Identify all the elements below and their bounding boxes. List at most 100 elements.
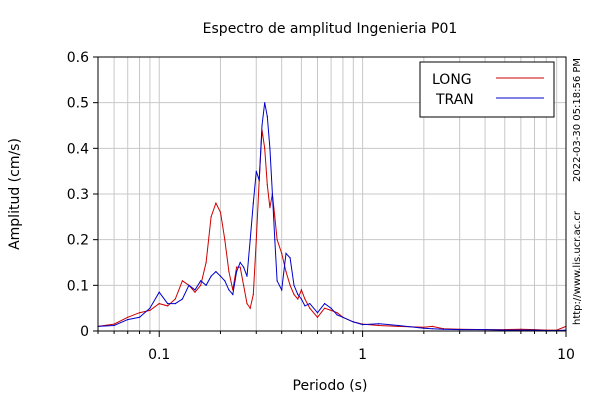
series-long-point bbox=[520, 328, 522, 330]
series-long-point bbox=[200, 284, 202, 286]
series-tran-point bbox=[246, 275, 248, 277]
series-long-point bbox=[243, 284, 245, 286]
series-layer bbox=[97, 102, 567, 332]
legend: LONG TRAN bbox=[419, 61, 555, 118]
series-long-point bbox=[309, 307, 311, 309]
series-tran-point bbox=[219, 275, 222, 277]
series-tran-point bbox=[252, 202, 254, 204]
series-long-point bbox=[138, 312, 141, 314]
series-long-point bbox=[158, 303, 160, 305]
series-tran-line bbox=[97, 102, 567, 331]
series-long-point bbox=[224, 239, 226, 241]
y-tick-label: 0.3 bbox=[67, 187, 89, 203]
series-tran-point bbox=[533, 329, 536, 331]
series-long-point bbox=[236, 266, 238, 268]
series-tran-point bbox=[289, 257, 291, 259]
series-tran-point bbox=[274, 239, 276, 241]
y-tick-label: 0.4 bbox=[67, 141, 89, 157]
series-tran-point bbox=[271, 193, 273, 195]
series-long-point bbox=[264, 147, 266, 149]
y-tick-label: 0.1 bbox=[67, 278, 89, 294]
series-tran-point bbox=[269, 147, 271, 149]
series-long-point bbox=[285, 271, 287, 273]
series-tran-point bbox=[255, 170, 257, 172]
legend-label-long: LONG bbox=[432, 72, 472, 88]
series-tran-point bbox=[297, 293, 299, 296]
series-long-point bbox=[205, 261, 207, 264]
series-tran-point bbox=[210, 275, 212, 277]
series-long-point bbox=[397, 325, 399, 327]
series-tran-point bbox=[336, 314, 338, 316]
series-tran-point bbox=[194, 289, 196, 291]
y-axis-label: Amplitud (cm/s) bbox=[7, 138, 23, 250]
series-tran-point bbox=[249, 239, 251, 241]
series-tran-point bbox=[167, 303, 169, 305]
series-long-point bbox=[266, 184, 268, 186]
series-long-point bbox=[274, 216, 276, 218]
series-tran-point bbox=[228, 289, 230, 291]
x-axis-label: Periodo (s) bbox=[293, 378, 368, 394]
series-long-point bbox=[423, 326, 425, 328]
series-tran-point bbox=[113, 324, 115, 327]
series-long-point bbox=[219, 211, 222, 213]
series-long-line bbox=[97, 130, 567, 331]
series-long-point bbox=[293, 293, 295, 296]
y-tick-label: 0.6 bbox=[67, 50, 89, 66]
series-tran-point bbox=[423, 327, 425, 329]
series-tran-point bbox=[431, 328, 433, 330]
series-tran-point bbox=[149, 307, 151, 309]
series-tran-point bbox=[266, 115, 268, 117]
series-tran-point bbox=[362, 324, 364, 326]
series-tran-point bbox=[264, 102, 266, 104]
series-long-point bbox=[431, 325, 433, 327]
series-long-point bbox=[239, 266, 241, 268]
series-tran-point bbox=[200, 280, 202, 282]
series-tran-point bbox=[293, 284, 295, 286]
series-tran-point bbox=[316, 312, 319, 314]
legend-label-tran: TRAN bbox=[435, 92, 474, 108]
series-tran-point bbox=[342, 316, 344, 318]
series-tran-point bbox=[520, 329, 522, 331]
series-long-point bbox=[174, 298, 176, 300]
series-tran-point bbox=[138, 316, 141, 318]
x-tick-label: 1 bbox=[358, 347, 367, 363]
legend-box bbox=[419, 61, 555, 118]
series-tran-point bbox=[397, 324, 399, 327]
series-long-point bbox=[127, 316, 129, 318]
series-long-point bbox=[249, 307, 251, 309]
url-text: http://www.lis.ucr.ac.cr bbox=[572, 210, 583, 325]
series-tran-point bbox=[285, 252, 287, 254]
series-tran-point bbox=[158, 291, 160, 293]
series-tran-point bbox=[281, 289, 283, 291]
series-tran-point bbox=[239, 261, 241, 264]
y-tick-label: 0.5 bbox=[67, 96, 89, 112]
chart-title: Espectro de amplitud Ingenieria P01 bbox=[203, 21, 458, 37]
timestamp-text: 2022-03-30 05:18:56 PM bbox=[572, 58, 583, 182]
series-long-point bbox=[300, 289, 302, 291]
series-long-point bbox=[215, 202, 217, 204]
series-tran-point bbox=[127, 319, 129, 321]
series-tran-point bbox=[459, 329, 461, 331]
series-tran-point bbox=[205, 284, 207, 286]
series-tran-point bbox=[352, 321, 354, 323]
x-tick-label: 10 bbox=[557, 347, 575, 363]
series-tran-point bbox=[276, 280, 278, 282]
x-tick-label: 0.1 bbox=[148, 347, 170, 363]
series-long-point bbox=[252, 293, 254, 296]
series-tran-point bbox=[224, 280, 226, 282]
ticks bbox=[93, 56, 567, 337]
series-long-point bbox=[276, 239, 278, 241]
series-tran-point bbox=[442, 328, 445, 330]
series-tran-point bbox=[309, 303, 311, 305]
series-tran-point bbox=[258, 179, 260, 181]
series-tran-point bbox=[504, 329, 506, 331]
series-tran-point bbox=[174, 303, 176, 305]
series-tran-point bbox=[324, 303, 326, 305]
series-tran-point bbox=[215, 271, 217, 273]
series-long-point bbox=[297, 298, 299, 300]
series-long-point bbox=[228, 271, 230, 273]
series-tran-point bbox=[484, 329, 486, 331]
series-tran-point bbox=[261, 124, 263, 127]
series-tran-point bbox=[243, 266, 245, 268]
